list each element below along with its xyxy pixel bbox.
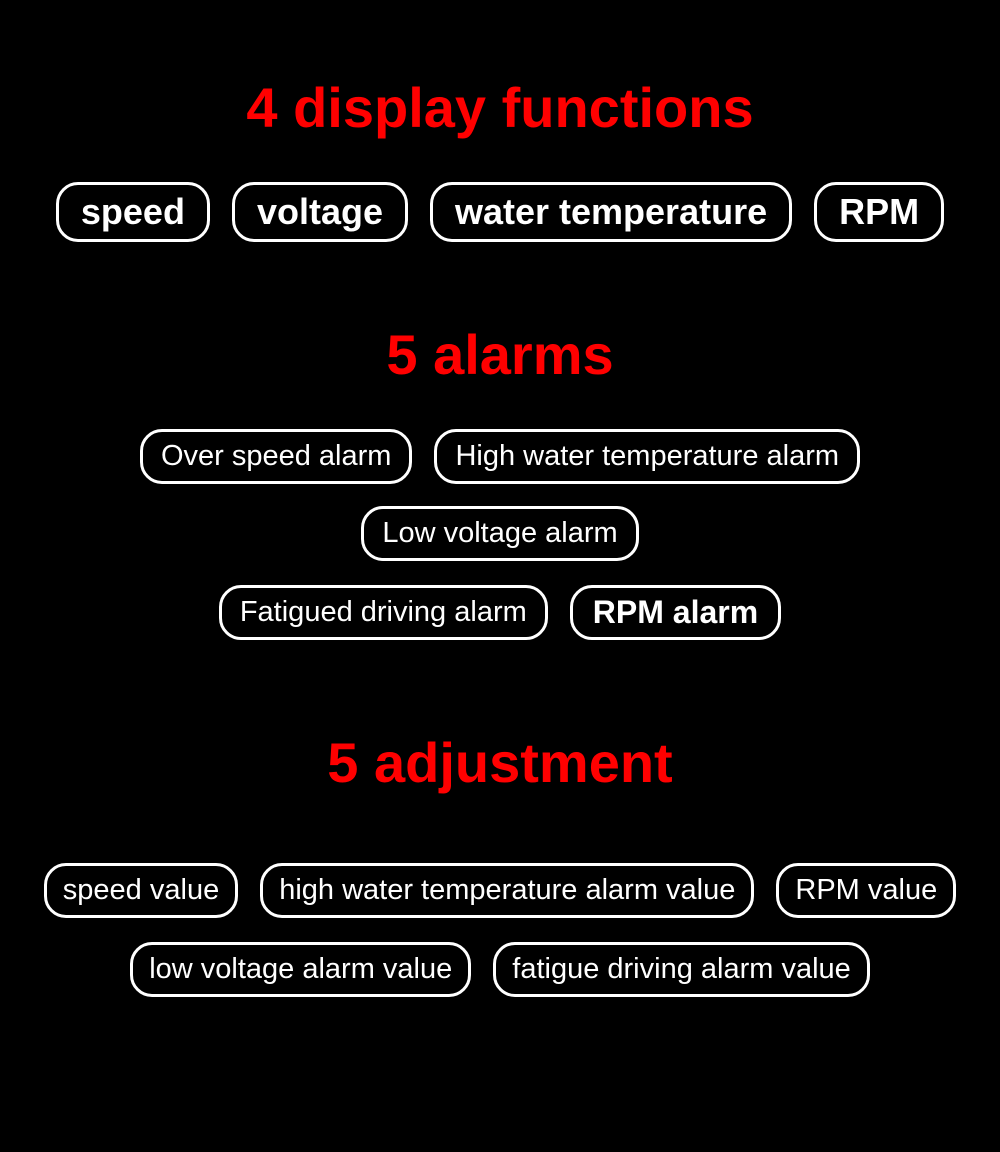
alarms-title: 5 alarms: [386, 322, 613, 387]
pill-voltage: voltage: [232, 182, 408, 242]
display-title: 4 display functions: [246, 75, 753, 140]
pill-low-voltage-value: low voltage alarm value: [130, 942, 471, 997]
pill-high-water-temp-alarm: High water temperature alarm: [434, 429, 860, 484]
adjustment-row-1: speed value high water temperature alarm…: [4, 863, 996, 918]
infographic-container: 4 display functions speed voltage water …: [0, 0, 1000, 1152]
pill-fatigued-driving-alarm: Fatigued driving alarm: [219, 585, 548, 640]
display-items-row: speed voltage water temperature RPM: [16, 182, 984, 242]
pill-over-speed-alarm: Over speed alarm: [140, 429, 413, 484]
section-alarms: 5 alarms Over speed alarm High water tem…: [0, 322, 1000, 640]
pill-rpm-alarm: RPM alarm: [570, 585, 781, 640]
pill-rpm-value: RPM value: [776, 863, 956, 918]
pill-low-voltage-alarm: Low voltage alarm: [361, 506, 638, 561]
section-display-functions: 4 display functions speed voltage water …: [0, 75, 1000, 242]
adjustment-title: 5 adjustment: [327, 730, 672, 795]
pill-high-water-temp-value: high water temperature alarm value: [260, 863, 754, 918]
adjustment-row-2: low voltage alarm value fatigue driving …: [90, 942, 910, 997]
section-adjustment: 5 adjustment speed value high water temp…: [0, 730, 1000, 997]
pill-rpm: RPM: [814, 182, 944, 242]
pill-speed: speed: [56, 182, 210, 242]
pill-fatigue-driving-value: fatigue driving alarm value: [493, 942, 870, 997]
pill-speed-value: speed value: [44, 863, 238, 918]
alarms-row-2: Fatigued driving alarm RPM alarm: [179, 585, 821, 640]
pill-water-temp: water temperature: [430, 182, 792, 242]
alarms-row-1: Over speed alarm High water temperature …: [0, 429, 1000, 561]
